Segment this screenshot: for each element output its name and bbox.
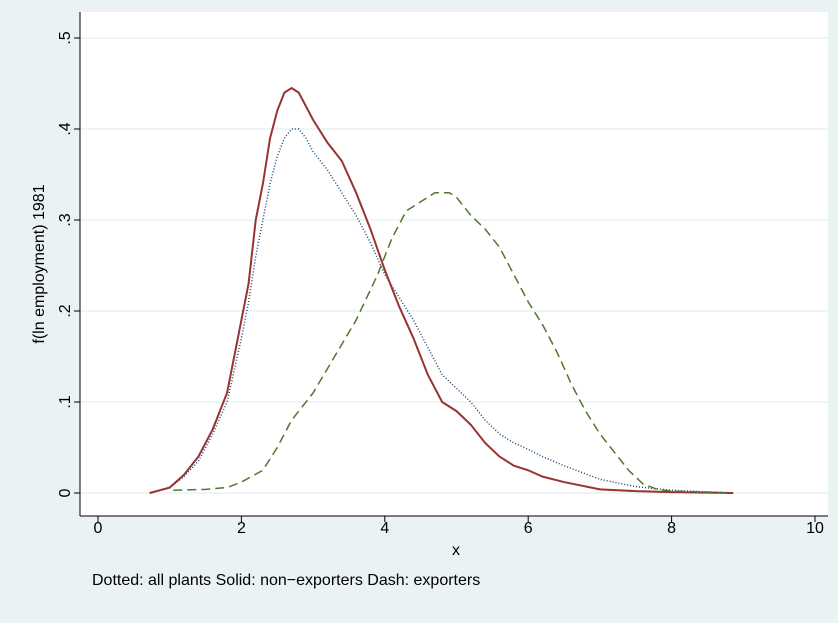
note: Dotted: all plants Solid: non−exporters …	[92, 572, 480, 589]
y-tick-label: .1	[57, 395, 74, 408]
y-tick-label: .2	[57, 304, 74, 317]
series-line	[173, 191, 729, 494]
y-tick-label: .3	[57, 213, 74, 226]
x-tick-label: 0	[94, 520, 103, 537]
y-tick-label: .5	[57, 31, 74, 44]
plot-area	[80, 12, 828, 516]
y-tick-label: .4	[57, 122, 74, 135]
x-tick-label: 2	[237, 520, 246, 537]
x-tick-label: 10	[806, 520, 824, 537]
x-tick-label: 6	[524, 520, 533, 537]
x-tick-label: 4	[380, 520, 389, 537]
y-tick-label: 0	[57, 488, 74, 497]
series-line	[149, 86, 734, 494]
x-axis-title: x	[452, 542, 460, 559]
y-axis-title: f(ln employment) 1981	[31, 184, 48, 343]
x-tick-label: 8	[667, 520, 676, 537]
